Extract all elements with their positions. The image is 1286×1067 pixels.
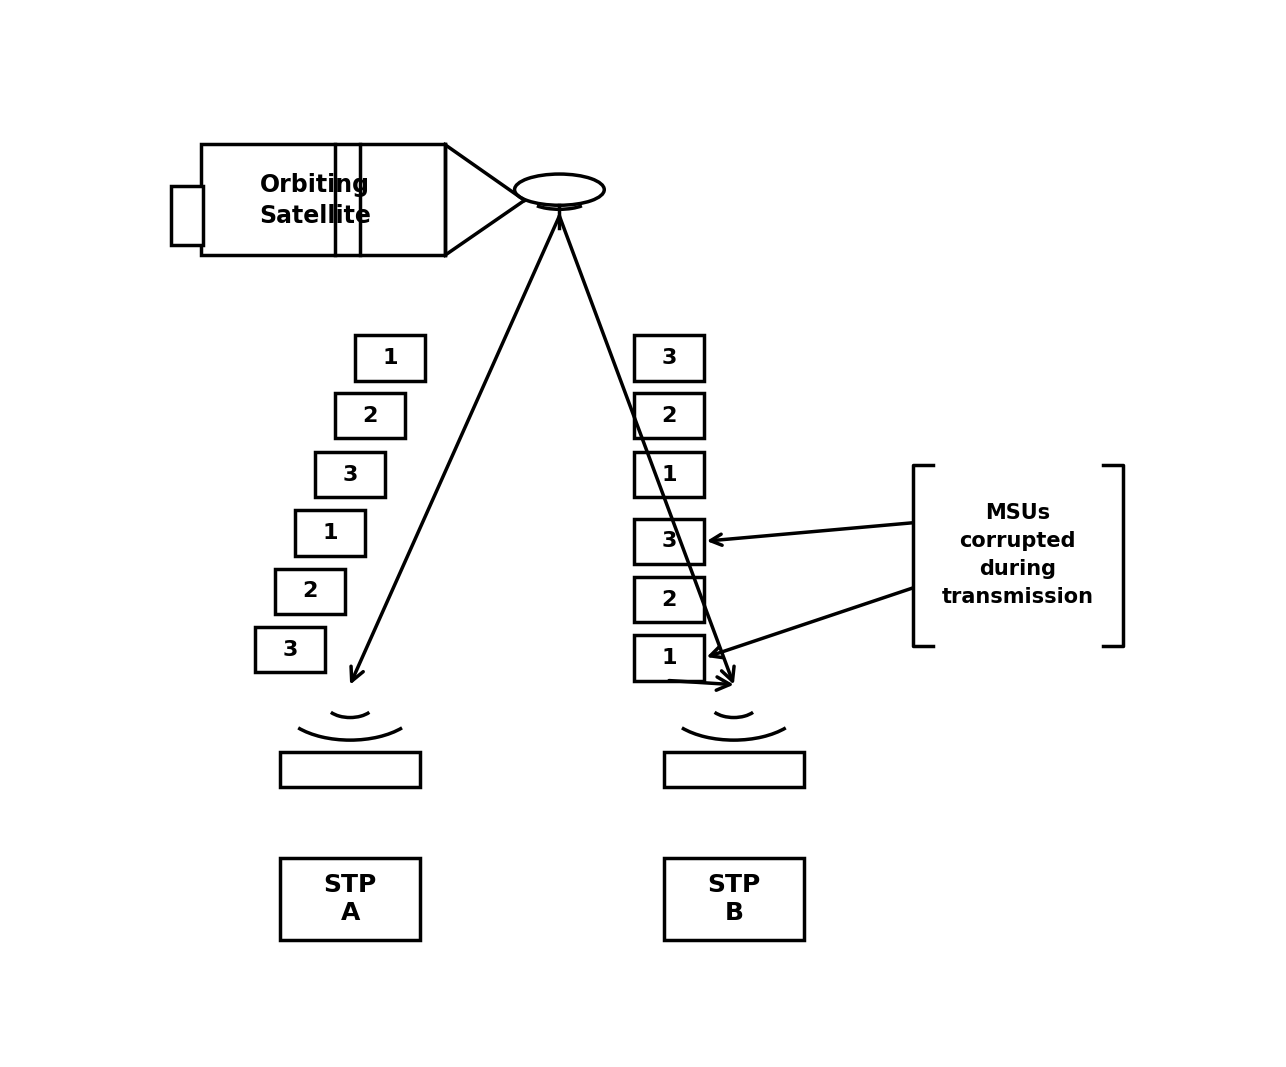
Text: STP
B: STP B	[707, 873, 760, 925]
Bar	[634, 452, 703, 497]
Text: 2: 2	[302, 582, 318, 602]
Text: 2: 2	[363, 405, 378, 426]
Text: 1: 1	[661, 465, 676, 484]
Text: 2: 2	[661, 405, 676, 426]
Text: 1: 1	[661, 648, 676, 668]
Bar	[296, 510, 365, 556]
Bar	[634, 635, 703, 681]
Text: 1: 1	[382, 348, 397, 368]
Bar	[664, 858, 804, 940]
Bar	[315, 452, 385, 497]
Text: 3: 3	[342, 465, 358, 484]
Text: Orbiting
Satellite: Orbiting Satellite	[260, 173, 372, 227]
Text: MSUs
corrupted
during
transmission: MSUs corrupted during transmission	[941, 504, 1094, 607]
Bar	[171, 186, 203, 244]
Bar	[634, 577, 703, 622]
Text: STP
A: STP A	[324, 873, 377, 925]
Bar	[336, 393, 405, 439]
Text: 3: 3	[283, 640, 298, 659]
Bar	[355, 335, 424, 381]
Bar	[634, 519, 703, 563]
Bar	[280, 752, 419, 787]
Text: 1: 1	[323, 523, 338, 543]
Bar	[256, 627, 325, 672]
Bar	[201, 144, 445, 255]
Text: 2: 2	[661, 590, 676, 609]
Bar	[664, 752, 804, 787]
Bar	[280, 858, 419, 940]
Bar	[275, 569, 345, 614]
Bar	[634, 335, 703, 381]
Text: 3: 3	[661, 531, 676, 552]
Text: 3: 3	[661, 348, 676, 368]
Bar	[634, 393, 703, 439]
